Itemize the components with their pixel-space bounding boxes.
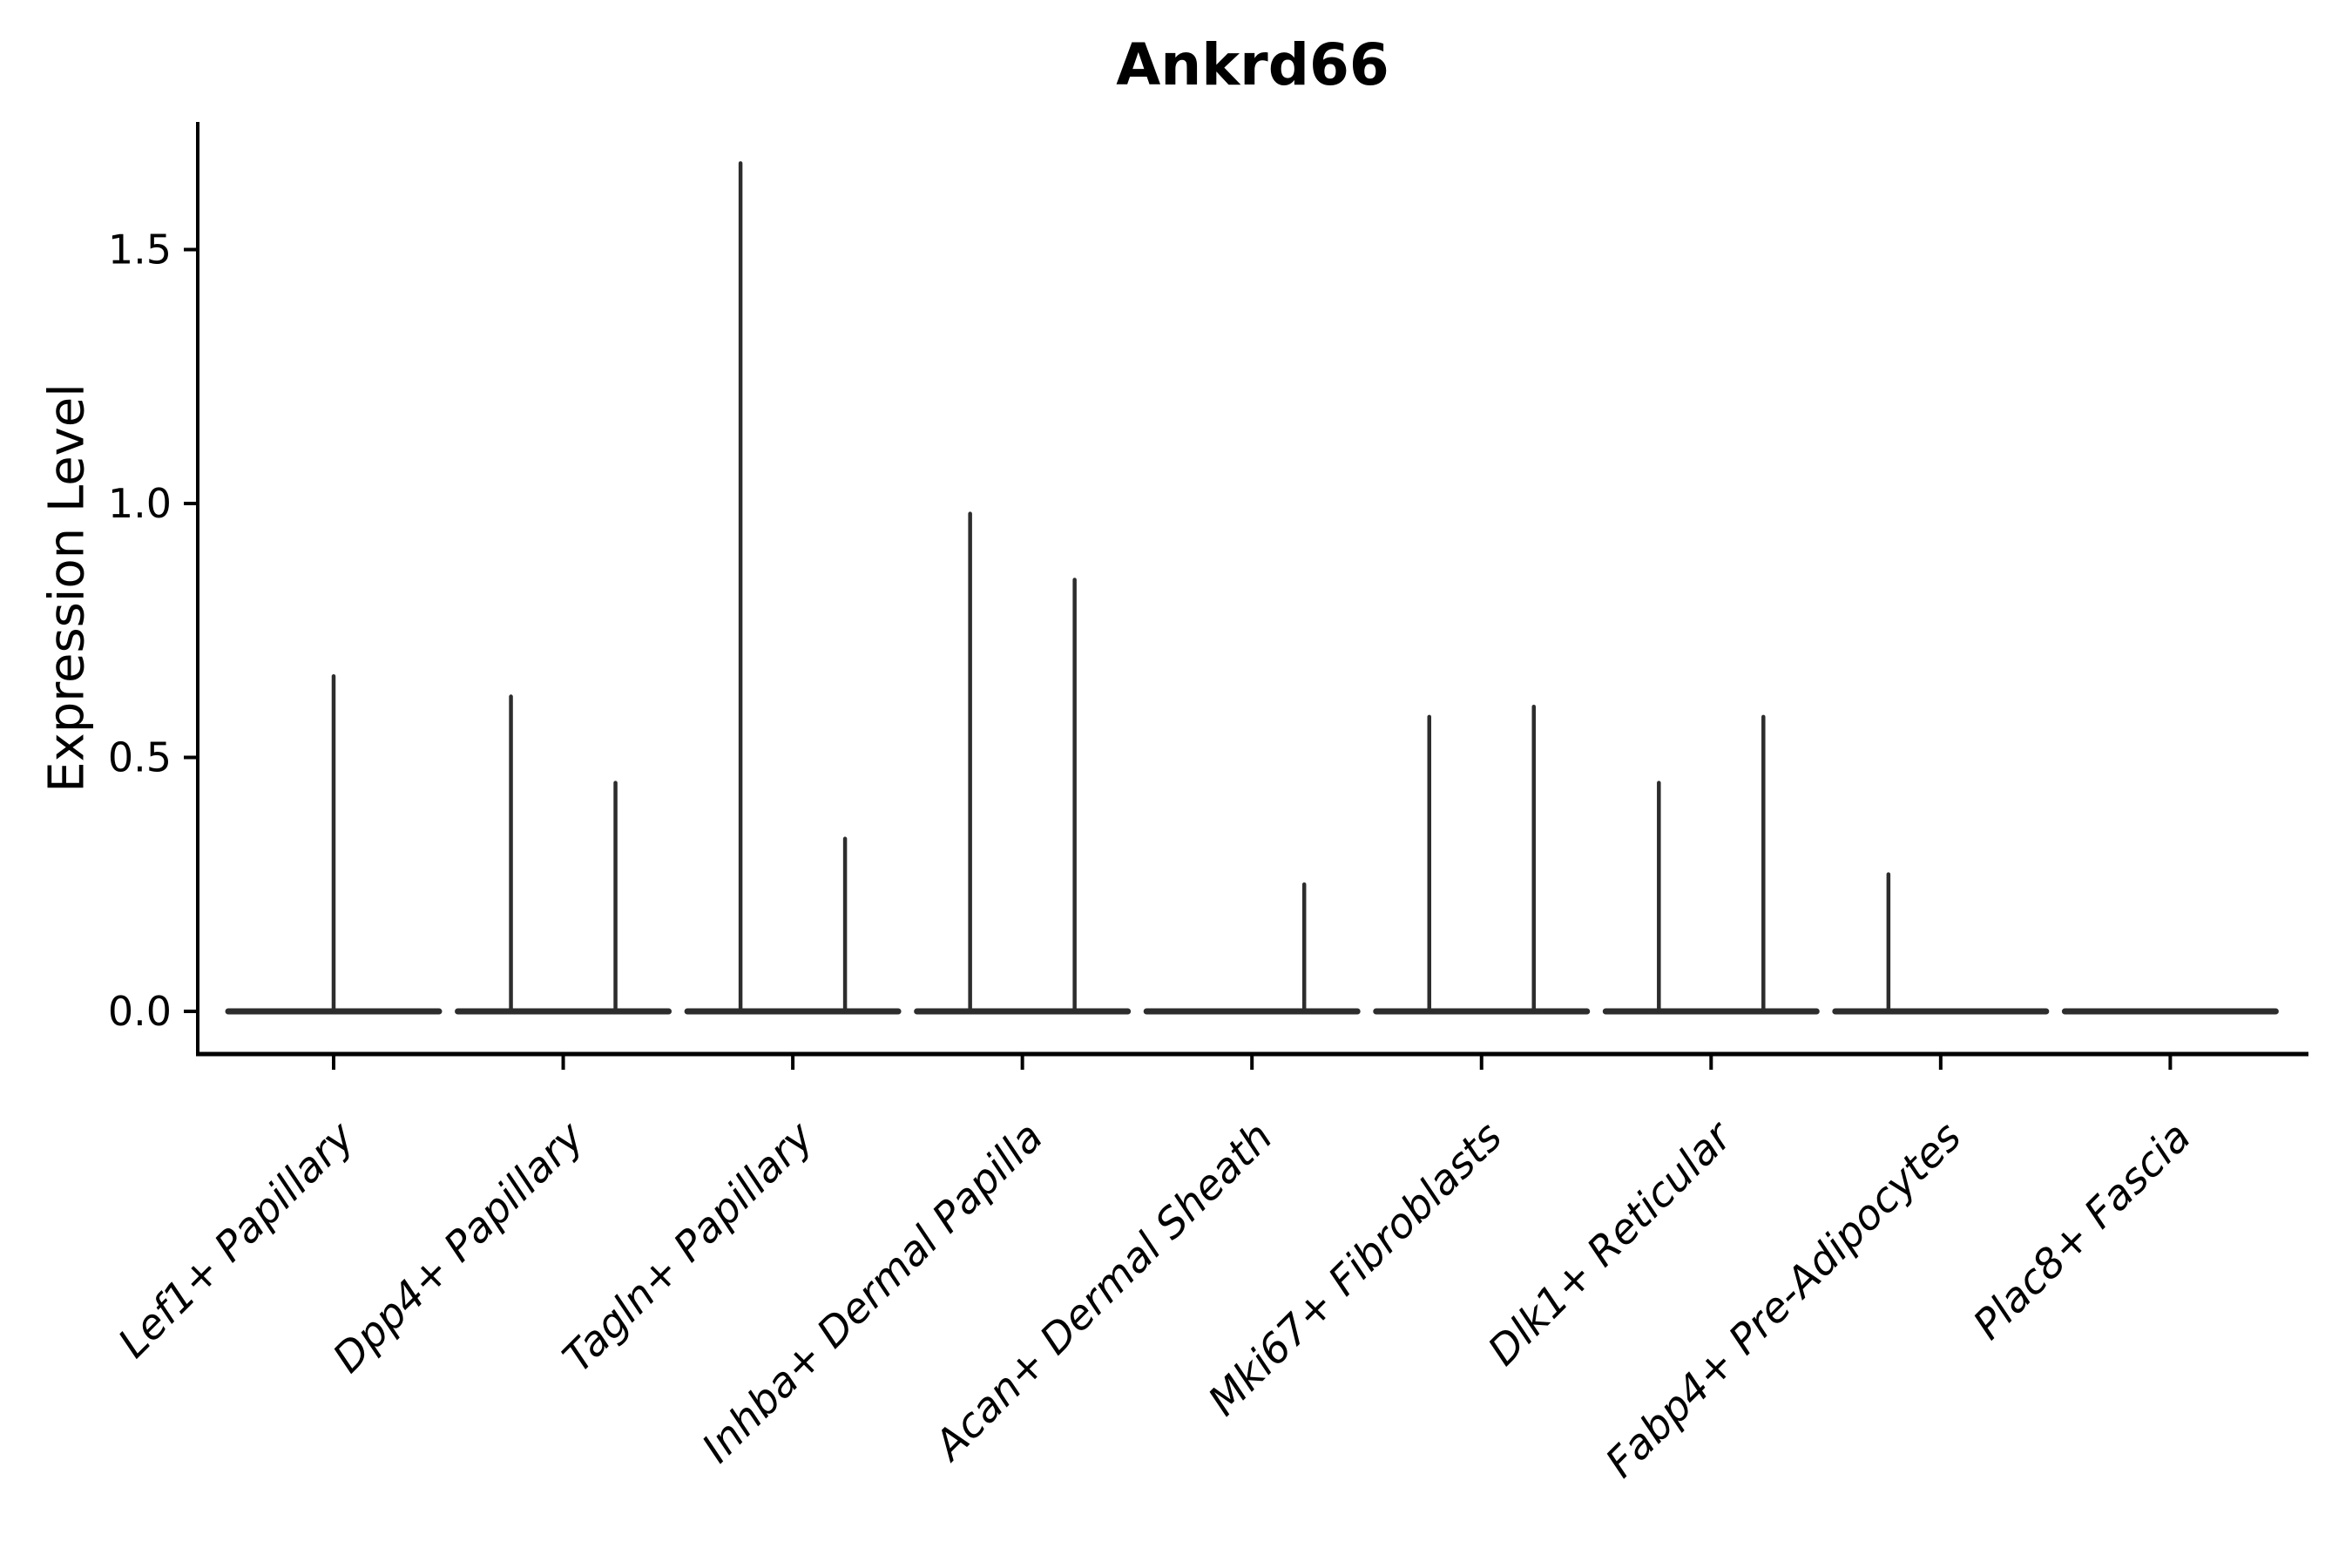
y-tick-label: 1.0 [108,480,172,527]
x-tick-label: Dlk1+ Reticular [1479,1112,1743,1375]
x-tick-label: Plac8+ Fascia [1964,1113,2200,1349]
x-tick-label: Tagln+ Papillary [554,1112,824,1382]
x-tick-label: Dpp4+ Papillary [324,1112,594,1382]
y-tick-label: 1.5 [108,226,172,274]
y-tick-label: 0.0 [108,988,172,1035]
chart-title: Ankrd66 [1116,31,1389,98]
y-tick-label: 0.5 [108,734,172,781]
x-tick-label: Lef1+ Papillary [109,1112,364,1368]
